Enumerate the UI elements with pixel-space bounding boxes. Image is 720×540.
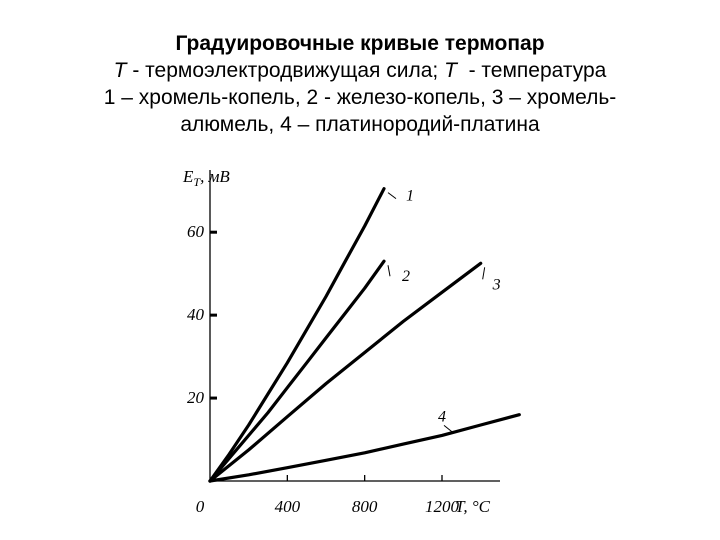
series-line-4	[208, 413, 521, 483]
chart-caption: Градуировочные кривые термопар T - термо…	[0, 30, 720, 138]
caption-line-4: алюмель, 4 – платинородий-платина	[180, 113, 540, 136]
caption-text-emf: - термоэлектродвижущая сила;	[126, 59, 445, 82]
y-axis-label: ET, мВ	[182, 167, 230, 189]
x-tick-label-1200: 1200	[425, 497, 460, 516]
x-tick-label-400: 400	[275, 497, 301, 516]
series-line-1	[208, 187, 386, 483]
x-tick-label-0: 0	[196, 497, 205, 516]
series-leader-2	[387, 265, 391, 277]
x-tick-label-800: 800	[352, 497, 378, 516]
caption-text-temperature: - температура	[456, 59, 607, 82]
series-leader-3	[482, 267, 486, 280]
series-label-4: 4	[438, 408, 446, 425]
series-leader-1	[387, 192, 397, 200]
y-tick-label-40: 40	[187, 305, 205, 324]
chart-title: Градуировочные кривые термопар	[175, 32, 545, 55]
x-axis-label: T, °C	[455, 497, 490, 516]
y-tick-label-20: 20	[187, 388, 205, 407]
series-line-3	[208, 261, 483, 483]
series-line-2	[208, 259, 386, 483]
series-leader-4	[443, 424, 455, 434]
symbol-e: T	[113, 59, 127, 82]
symbol-t: T	[444, 59, 457, 82]
chart-axes	[209, 170, 500, 482]
chart-series	[208, 187, 521, 483]
series-label-2: 2	[402, 268, 410, 285]
series-label-3: 3	[492, 276, 501, 293]
y-tick-label-60: 60	[187, 222, 205, 241]
caption-line-3: 1 – хромель-копель, 2 - железо-копель, 3…	[103, 86, 617, 109]
caption-line-2: T - термоэлектродвижущая сила; T - темпе…	[0, 57, 720, 84]
series-label-1: 1	[406, 188, 414, 205]
